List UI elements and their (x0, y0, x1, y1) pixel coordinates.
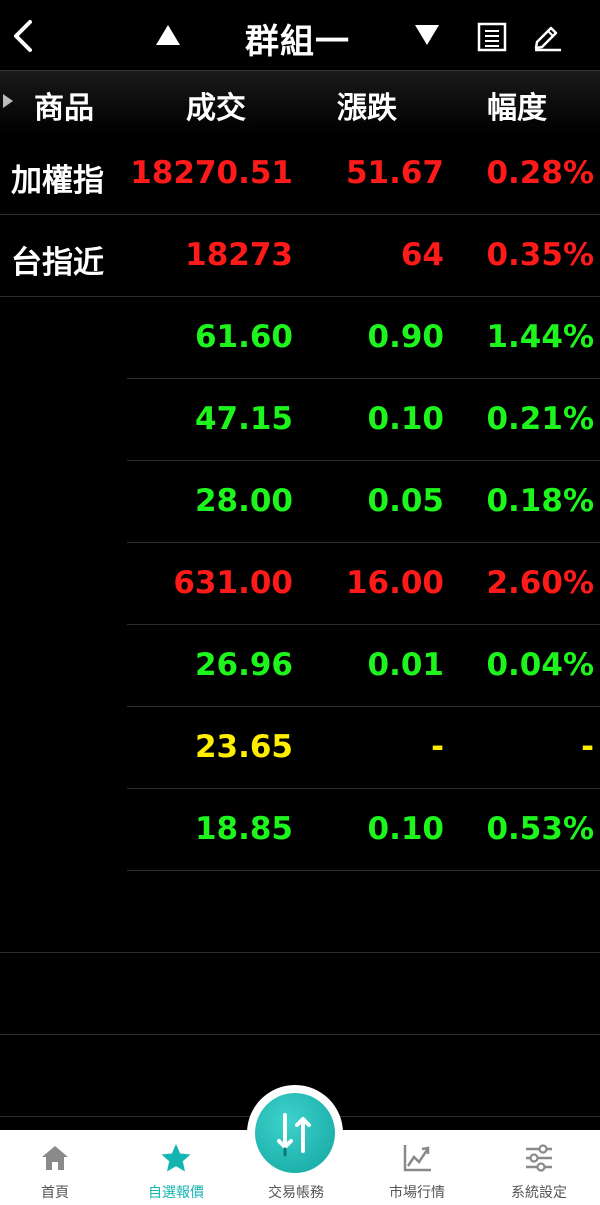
quote-row[interactable]: 23.65 - - (0, 707, 600, 789)
quote-change: 0.90 (367, 319, 445, 355)
quote-percent: 0.28% (486, 155, 594, 191)
page-title[interactable]: 群組一 (245, 22, 350, 62)
next-group-icon[interactable] (414, 24, 440, 46)
quote-name: 台指近 (11, 245, 104, 281)
quote-price: 18.85 (194, 811, 293, 847)
quote-price: 23.65 (194, 729, 293, 765)
quote-price: 18273 (185, 237, 293, 273)
quote-name: 加權指 (11, 163, 104, 199)
quote-percent: 0.04% (486, 647, 594, 683)
sliders-icon (526, 1144, 552, 1172)
quote-row[interactable] (0, 953, 600, 1035)
quote-row[interactable] (0, 871, 600, 953)
quote-list: 加權指 18270.51 51.67 0.28% 台指近 18273 64 0.35% 61.6… (0, 133, 600, 1117)
quote-row[interactable]: 18.85 0.10 0.53% (0, 789, 600, 871)
row-divider (127, 706, 600, 707)
quote-percent: 1.44% (486, 319, 594, 355)
trade-center-button[interactable] (247, 1085, 343, 1181)
quote-price: 631.00 (173, 565, 293, 601)
quote-percent: 0.21% (486, 401, 594, 437)
quote-row[interactable]: 61.60 0.90 1.44% (0, 297, 600, 379)
quote-change: 0.10 (367, 401, 445, 437)
quote-row[interactable]: 631.00 16.00 2.60% (0, 543, 600, 625)
row-divider (0, 952, 600, 953)
row-divider (127, 460, 600, 461)
row-divider (127, 788, 600, 789)
nav-watchlist[interactable]: 自選報價 (121, 1130, 231, 1205)
quote-price: 18270.51 (130, 155, 293, 191)
quote-row[interactable]: 加權指 18270.51 51.67 0.28% (0, 133, 600, 215)
row-divider (127, 870, 600, 871)
quote-row[interactable]: 26.96 0.01 0.04% (0, 625, 600, 707)
row-divider (127, 542, 600, 543)
trade-center-button-face (255, 1093, 335, 1173)
quote-change: 0.10 (367, 811, 445, 847)
home-icon (42, 1146, 68, 1170)
header-name[interactable]: 商品 (34, 91, 94, 126)
quote-change: 0.05 (367, 483, 445, 519)
nav-home[interactable]: 首頁 (0, 1130, 110, 1205)
quote-change: 51.67 (345, 155, 444, 191)
nav-settings[interactable]: 系統設定 (484, 1130, 594, 1205)
header-price[interactable]: 成交 (186, 91, 246, 126)
column-header: 商品 成交 漲跌 幅度 (0, 71, 600, 133)
list-icon[interactable] (477, 22, 507, 52)
quote-price: 61.60 (194, 319, 293, 355)
row-divider (127, 378, 600, 379)
row-divider (0, 1034, 600, 1035)
quote-row[interactable]: 台指近 18273 64 0.35% (0, 215, 600, 297)
nav-trade-label: 交易帳務 (268, 1185, 324, 1201)
row-divider (127, 624, 600, 625)
nav-home-label: 首頁 (41, 1185, 69, 1201)
row-divider (0, 296, 600, 297)
nav-market[interactable]: 市場行情 (362, 1130, 472, 1205)
quote-change: 64 (400, 237, 444, 273)
header-change[interactable]: 漲跌 (337, 91, 397, 126)
quote-price: 28.00 (194, 483, 293, 519)
edit-icon[interactable] (531, 20, 563, 52)
quote-percent: - (581, 729, 594, 765)
header-percent[interactable]: 幅度 (487, 91, 547, 126)
back-arrow-icon[interactable] (8, 18, 40, 54)
trade-arrows-icon (277, 1113, 311, 1157)
quote-percent: 2.60% (486, 565, 594, 601)
quote-percent: 0.53% (486, 811, 594, 847)
quote-change: - (431, 729, 444, 765)
quote-row[interactable]: 28.00 0.05 0.18% (0, 461, 600, 543)
nav-settings-label: 系統設定 (511, 1185, 567, 1201)
nav-market-label: 市場行情 (389, 1185, 445, 1201)
quote-price: 47.15 (194, 401, 293, 437)
nav-trade[interactable]: 交易帳務 (241, 1130, 351, 1205)
quote-price: 26.96 (194, 647, 293, 683)
quote-percent: 0.18% (486, 483, 594, 519)
quote-row[interactable]: 47.15 0.10 0.21% (0, 379, 600, 461)
nav-watchlist-label: 自選報價 (148, 1185, 204, 1201)
quote-change: 16.00 (345, 565, 444, 601)
quote-change: 0.01 (367, 647, 445, 683)
row-divider (0, 214, 600, 215)
expand-arrow-icon[interactable] (2, 93, 14, 109)
previous-group-icon[interactable] (155, 24, 181, 46)
top-bar: 群組一 (0, 0, 600, 71)
quote-percent: 0.35% (486, 237, 594, 273)
chart-icon (403, 1145, 431, 1172)
star-icon (161, 1144, 191, 1172)
